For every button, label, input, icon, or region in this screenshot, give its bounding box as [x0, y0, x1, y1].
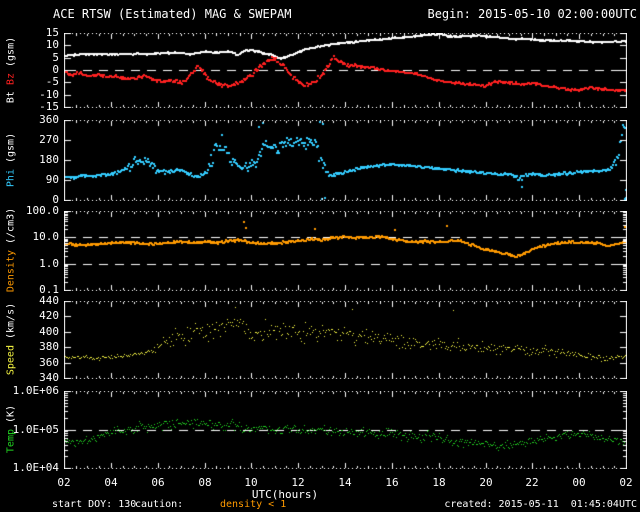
y-tick-label: 270 — [39, 133, 59, 146]
y-tick-label: 1.0E+04 — [12, 461, 59, 474]
x-tick-label: 10 — [244, 476, 258, 489]
speed-panel-plot — [64, 301, 627, 379]
x-tick-label: 16 — [385, 476, 399, 489]
y-tick-label: 15 — [45, 26, 59, 39]
x-tick-label: 04 — [104, 476, 118, 489]
y-tick-label: -10 — [39, 88, 59, 101]
footer-created-timestamp: created: 2015-05-11 01:45:04UTC — [444, 499, 637, 510]
mag-panel-plot — [64, 33, 627, 108]
y-tick-label: 0 — [52, 63, 59, 76]
y-tick-label: 340 — [39, 371, 59, 384]
x-tick-label: 20 — [479, 476, 493, 489]
plot-title: ACE RTSW (Estimated) MAG & SWEPAM — [53, 7, 292, 21]
x-tick-label: 00 — [572, 476, 586, 489]
temp-panel-plot — [64, 391, 627, 469]
footer-caution-value: density < 1 — [220, 499, 287, 510]
y-tick-label: 100.0 — [25, 204, 59, 217]
x-tick-label: 08 — [198, 476, 212, 489]
y-tick-label: 420 — [39, 309, 59, 322]
phi-panel-plot — [64, 120, 627, 201]
y-tick-label: 1.0E+05 — [12, 423, 59, 436]
density-axis-title: Density (/cm3) — [6, 208, 17, 292]
begin-timestamp: Begin: 2015-05-10 02:00:00UTC — [427, 7, 637, 21]
y-tick-label: -15 — [39, 100, 59, 113]
x-tick-label: 14 — [338, 476, 352, 489]
x-tick-label: 18 — [432, 476, 446, 489]
x-tick-label: 02 — [619, 476, 633, 489]
y-tick-label: 380 — [39, 340, 59, 353]
footer-caution-label: caution: — [135, 499, 184, 510]
x-axis-title: UTC(hours) — [251, 488, 319, 501]
x-tick-label: 22 — [525, 476, 539, 489]
y-tick-label: 90 — [45, 173, 59, 186]
y-tick-label: 10 — [45, 38, 59, 51]
y-tick-label: 440 — [39, 294, 59, 307]
footer-start-doy: start DOY: 130 — [52, 499, 137, 510]
y-tick-label: 400 — [39, 325, 59, 338]
y-tick-label: 0.1 — [39, 283, 59, 296]
x-tick-label: 02 — [57, 476, 71, 489]
y-tick-label: 5 — [52, 51, 59, 64]
y-tick-label: 1.0E+06 — [12, 384, 59, 397]
y-tick-label: 1.0 — [39, 257, 59, 270]
y-tick-label: 360 — [39, 356, 59, 369]
y-tick-label: 10.0 — [32, 230, 60, 243]
x-tick-label: 12 — [291, 476, 305, 489]
y-tick-label: 180 — [39, 153, 59, 166]
y-tick-label: -5 — [45, 75, 59, 88]
density-panel-plot — [64, 211, 627, 291]
y-tick-label: 360 — [39, 113, 59, 126]
y-tick-label: 0 — [52, 193, 59, 206]
x-tick-label: 06 — [151, 476, 165, 489]
